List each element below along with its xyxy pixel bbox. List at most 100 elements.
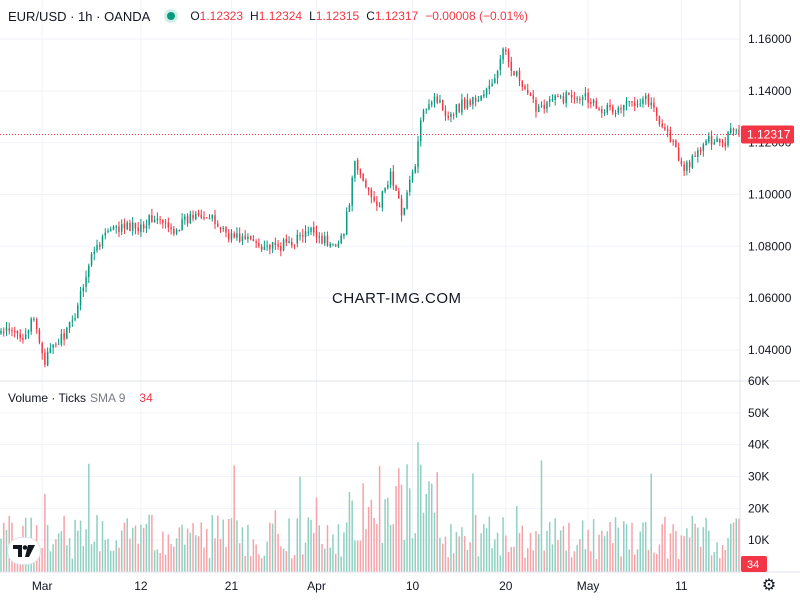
volume-bar [672,524,674,572]
candle-body [345,211,348,235]
volume-bar [532,550,534,572]
volume-bar [595,559,598,572]
volume-bar [601,530,603,572]
candle-body [222,227,224,229]
tradingview-logo-icon[interactable] [8,538,40,564]
volume-bar [713,551,716,572]
candle-body [112,226,115,230]
volume-bar [529,532,532,572]
candle-body [592,99,595,103]
candle-body [24,334,27,339]
volume-last-tag-label: 34 [747,559,759,571]
candle-body [30,318,32,332]
volume-bar [738,518,740,572]
candle-body [590,102,592,104]
symbol-title[interactable]: EUR/USD · 1h · OANDA [8,8,151,24]
candle-body [170,227,172,230]
candle-body [422,110,425,120]
candle-body [27,330,30,334]
candle-body [694,155,696,157]
candle-body [115,226,117,228]
volume-bar [655,554,658,572]
volume-bar [606,531,609,572]
volume-bar [702,527,705,572]
candle-body [258,243,260,247]
candle-body [450,113,452,117]
candle-body [274,242,277,246]
candle-body [469,100,471,105]
candle-body [499,59,502,71]
candle-body [140,224,142,233]
volume-bar [644,522,647,572]
candle-body [614,112,617,114]
volume-bar [77,530,79,572]
volume-bar [483,524,485,572]
candle-body [211,215,214,219]
volume-bar [200,522,203,572]
candle-body [601,109,603,114]
candle-body [639,103,641,105]
volume-bar [592,519,595,572]
volume-bar [230,518,233,572]
volume-bar [211,515,214,572]
candle-body [439,100,441,103]
volume-bar [120,530,123,572]
candle-body [334,244,337,247]
volume-bar [46,525,49,572]
candle-body [332,243,334,245]
candle-body [546,102,548,109]
volume-bar [381,542,384,572]
candle-body [559,95,562,97]
volume-bar [318,525,320,572]
candle-body [644,95,647,100]
candle-body [299,235,301,237]
candle-body [206,217,208,219]
volume-bar [321,544,323,572]
candle-body [403,207,406,215]
volume-bar [499,555,502,572]
volume-bar [543,550,545,572]
volume-bar [554,518,556,572]
candle-body [573,98,576,100]
candle-body [400,198,403,216]
candle-body [307,231,310,233]
volume-bar [688,537,691,572]
volume-bar [356,540,359,572]
candle-body [535,99,537,112]
volume-bar [153,550,156,572]
volume-bar [304,542,307,572]
volume-bar [548,521,551,572]
candle-body [148,215,150,226]
candle-body [282,239,285,251]
volume-bar [562,525,565,572]
candle-body [162,219,164,224]
volume-bar [387,497,389,572]
volume-bar [612,543,614,572]
gear-icon[interactable]: ⚙ [761,577,777,594]
candle-body [362,174,364,182]
candle-body [280,246,282,251]
candle-body [727,132,729,146]
volume-bar [227,518,230,572]
candle-body [474,97,477,102]
time-tick-label: 21 [225,579,239,593]
candle-body [159,219,161,221]
volume-bar [551,544,554,572]
volume-bar [101,521,104,572]
candle-body [518,70,521,82]
candle-body [16,330,19,334]
candle-body [505,49,507,52]
volume-bar [524,557,526,572]
candle-body [436,96,438,103]
watermark: CHART-IMG.COM [332,290,462,307]
volume-bar [378,466,381,572]
volume-bar [233,465,235,572]
volume-bar [384,499,386,572]
volume-bar [653,552,655,572]
candle-body [2,331,5,333]
volume-bar [299,476,301,572]
candle-body [680,161,683,165]
volume-title[interactable]: Volume · Ticks [8,391,87,405]
candle-body [642,98,644,104]
